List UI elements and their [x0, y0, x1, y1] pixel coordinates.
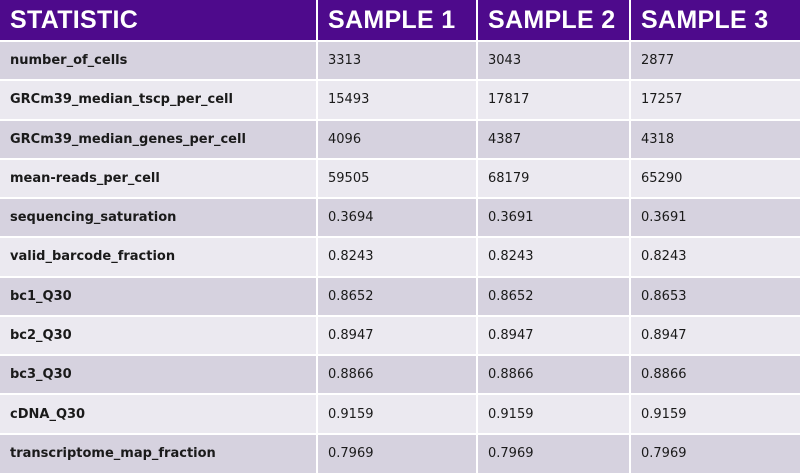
sample-2-value: 0.8652: [477, 275, 631, 316]
sample-3-value: 0.8947: [630, 314, 800, 356]
sample-1-value: 4096: [317, 118, 478, 159]
table-row: bc1_Q30 0.8652 0.8652 0.8653: [0, 275, 800, 316]
sample-2-value: 0.9159: [477, 393, 631, 434]
table-row: GRCm39_median_tscp_per_cell 15493 17817 …: [0, 79, 800, 120]
sample-1-value: 0.8866: [317, 354, 478, 395]
table-row: mean-reads_per_cell 59505 68179 65290: [0, 157, 800, 199]
header-statistic: STATISTIC: [0, 0, 318, 41]
sample-2-value: 0.8243: [477, 236, 631, 277]
sample-1-value: 0.3694: [317, 197, 478, 238]
sample-1-value: 0.9159: [317, 393, 478, 434]
sample-1-value: 0.8652: [317, 275, 478, 316]
statistic-name: mean-reads_per_cell: [0, 157, 318, 199]
sample-3-value: 17257: [630, 79, 800, 120]
sample-3-value: 0.3691: [630, 197, 800, 238]
sample-3-value: 0.8653: [630, 275, 800, 316]
sample-2-value: 17817: [477, 79, 631, 120]
statistic-name: bc1_Q30: [0, 275, 318, 316]
sample-2-value: 68179: [477, 157, 631, 199]
table-row: cDNA_Q30 0.9159 0.9159 0.9159: [0, 393, 800, 434]
sample-1-value: 15493: [317, 79, 478, 120]
sample-1-value: 59505: [317, 157, 478, 199]
statistic-name: GRCm39_median_genes_per_cell: [0, 118, 318, 159]
sample-3-value: 0.8243: [630, 236, 800, 277]
sample-1-value: 3313: [317, 39, 478, 81]
sample-3-value: 0.7969: [630, 432, 800, 473]
sample-2-value: 0.7969: [477, 432, 631, 473]
header-sample-3: SAMPLE 3: [630, 0, 800, 41]
sample-1-value: 0.8947: [317, 314, 478, 356]
statistic-name: bc3_Q30: [0, 354, 318, 395]
sample-2-value: 0.3691: [477, 197, 631, 238]
sample-1-value: 0.7969: [317, 432, 478, 473]
statistic-name: number_of_cells: [0, 39, 318, 81]
sample-2-value: 4387: [477, 118, 631, 159]
table-header-row: STATISTIC SAMPLE 1 SAMPLE 2 SAMPLE 3: [0, 0, 800, 41]
header-sample-2: SAMPLE 2: [477, 0, 631, 41]
statistic-name: transcriptome_map_fraction: [0, 432, 318, 473]
sample-1-value: 0.8243: [317, 236, 478, 277]
sample-2-value: 0.8866: [477, 354, 631, 395]
sample-2-value: 0.8947: [477, 314, 631, 356]
statistic-name: GRCm39_median_tscp_per_cell: [0, 79, 318, 120]
table-row: number_of_cells 3313 3043 2877: [0, 39, 800, 81]
table-row: bc2_Q30 0.8947 0.8947 0.8947: [0, 314, 800, 356]
statistic-name: bc2_Q30: [0, 314, 318, 356]
statistic-name: valid_barcode_fraction: [0, 236, 318, 277]
table-row: GRCm39_median_genes_per_cell 4096 4387 4…: [0, 118, 800, 159]
sample-3-value: 0.9159: [630, 393, 800, 434]
table-row: valid_barcode_fraction 0.8243 0.8243 0.8…: [0, 236, 800, 277]
sample-3-value: 65290: [630, 157, 800, 199]
sample-3-value: 2877: [630, 39, 800, 81]
sample-2-value: 3043: [477, 39, 631, 81]
table-row: sequencing_saturation 0.3694 0.3691 0.36…: [0, 197, 800, 238]
statistic-name: sequencing_saturation: [0, 197, 318, 238]
statistic-name: cDNA_Q30: [0, 393, 318, 434]
table-row: transcriptome_map_fraction 0.7969 0.7969…: [0, 432, 800, 473]
sample-3-value: 4318: [630, 118, 800, 159]
sample-3-value: 0.8866: [630, 354, 800, 395]
header-sample-1: SAMPLE 1: [317, 0, 478, 41]
table-row: bc3_Q30 0.8866 0.8866 0.8866: [0, 354, 800, 395]
